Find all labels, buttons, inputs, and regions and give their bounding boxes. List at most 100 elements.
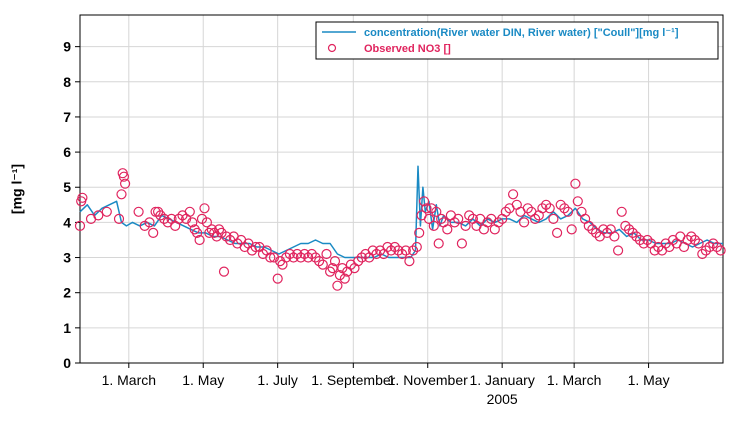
data-point (327, 263, 338, 274)
data-point (682, 234, 693, 246)
series-markers-group (74, 168, 726, 291)
data-point (583, 220, 594, 231)
data-point (544, 203, 555, 214)
y-tick-label: 2 (63, 285, 71, 301)
data-point (551, 227, 563, 238)
data-point (118, 171, 130, 182)
data-point (548, 213, 559, 224)
data-point (265, 252, 276, 263)
data-point (460, 220, 471, 231)
legend-label-markers: Observed NO3 [] (364, 43, 451, 55)
data-point (367, 245, 378, 256)
data-point (431, 206, 442, 217)
data-point (77, 192, 88, 203)
data-point (353, 256, 364, 267)
data-point (620, 220, 631, 231)
data-point (562, 206, 574, 217)
data-point (500, 206, 511, 217)
data-point (638, 238, 649, 249)
data-point (299, 248, 310, 260)
data-point (144, 217, 155, 228)
x-tick-label: 1. July (257, 372, 297, 388)
x-tick-label: 1. March (547, 372, 601, 388)
data-point (295, 252, 306, 263)
data-point (218, 266, 230, 277)
data-point (649, 245, 660, 256)
data-point (518, 217, 530, 228)
data-point (250, 241, 261, 253)
y-tick-label: 9 (63, 39, 71, 55)
x-year-label: 2005 (487, 391, 518, 407)
data-point (281, 252, 292, 263)
data-point (159, 213, 170, 224)
plot-frame (79, 14, 724, 364)
data-point (389, 241, 400, 253)
data-point (173, 213, 184, 224)
data-point (411, 241, 422, 253)
data-point (329, 256, 341, 267)
data-point (382, 241, 393, 253)
data-point (192, 227, 203, 238)
x-tick-label: 1. September (311, 372, 395, 388)
y-tick-label: 5 (63, 179, 71, 195)
data-point (482, 217, 493, 228)
data-point (199, 203, 210, 214)
y-tick-label: 4 (63, 214, 71, 230)
data-point (306, 248, 317, 260)
data-point (540, 199, 552, 210)
data-point (456, 238, 467, 249)
data-point (113, 213, 125, 224)
data-point (201, 217, 212, 228)
data-point (268, 252, 280, 263)
data-point (704, 241, 715, 253)
data-point (310, 252, 321, 263)
data-point (598, 224, 609, 235)
data-point (148, 227, 159, 238)
data-point (119, 178, 131, 189)
y-axis-label: [mg l⁻¹] (9, 164, 25, 214)
data-point (421, 203, 432, 214)
y-tick-label: 0 (63, 355, 71, 371)
data-point (303, 252, 314, 263)
y-tick-label: 3 (63, 250, 71, 266)
data-point (393, 245, 404, 256)
legend-box (315, 21, 719, 60)
data-point (686, 231, 697, 242)
data-point (572, 196, 583, 207)
data-point (464, 210, 475, 221)
data-point (356, 252, 367, 263)
data-point (693, 238, 704, 249)
data-point (371, 248, 382, 260)
data-point (623, 224, 635, 235)
data-point (133, 206, 144, 217)
data-point (700, 245, 712, 256)
data-point (612, 245, 624, 256)
data-point (187, 217, 198, 228)
data-point (314, 256, 325, 267)
data-point (449, 217, 460, 228)
legend-marker-swatch (327, 43, 337, 53)
data-point (609, 231, 620, 242)
data-point (522, 203, 533, 214)
y-tick-label: 6 (63, 144, 71, 160)
data-point (74, 220, 86, 231)
data-point (414, 227, 425, 238)
x-tick-label: 1. November (388, 372, 468, 388)
data-point (493, 217, 504, 228)
data-point (616, 206, 627, 217)
data-point (587, 224, 598, 235)
data-point (284, 248, 295, 260)
x-tick-label: 1. March (102, 372, 156, 388)
data-point (404, 256, 415, 267)
data-point (453, 213, 464, 224)
data-point (559, 203, 570, 214)
x-tick-label: 1. May (182, 372, 224, 388)
data-point (529, 213, 541, 224)
data-point (292, 248, 303, 260)
data-point (715, 245, 726, 256)
data-point (194, 234, 205, 246)
data-point (627, 227, 638, 238)
legend-label-line: concentration(River water DIN, River wat… (364, 27, 679, 39)
